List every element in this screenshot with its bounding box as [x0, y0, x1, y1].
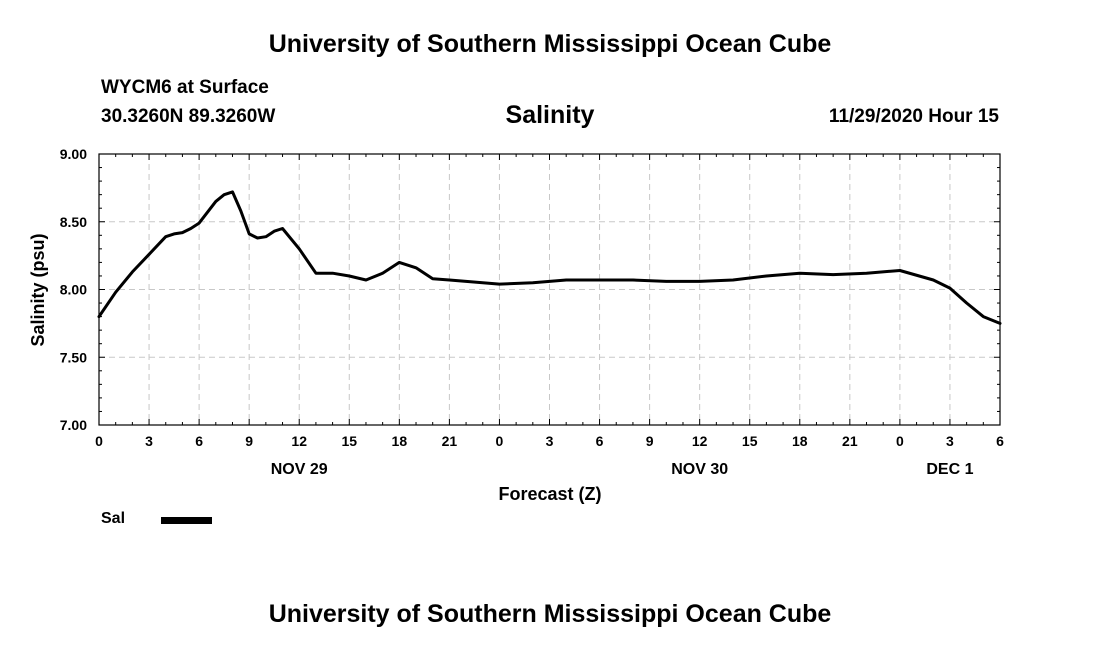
x-tick-label: 9 — [646, 433, 654, 449]
x-tick-label: 0 — [896, 433, 904, 449]
footer-title: University of Southern Mississippi Ocean… — [268, 600, 832, 628]
x-tick-label: 6 — [195, 433, 203, 449]
y-axis-label: Salinity (psu) — [28, 233, 48, 346]
x-tick-label: 3 — [546, 433, 554, 449]
x-tick-label: 6 — [596, 433, 604, 449]
x-tick-label: 18 — [392, 433, 408, 449]
x-tick-label: 3 — [145, 433, 153, 449]
y-tick-label: 8.00 — [60, 282, 87, 298]
date-label: NOV 29 — [271, 461, 328, 478]
station-label: WYCM6 at Surface — [101, 77, 269, 98]
y-tick-label: 9.00 — [60, 146, 87, 162]
x-tick-label: 9 — [245, 433, 253, 449]
x-tick-label: 18 — [792, 433, 808, 449]
date-label: NOV 30 — [671, 461, 728, 478]
grid — [99, 154, 1000, 425]
x-tick-label: 3 — [946, 433, 954, 449]
x-tick-label: 0 — [496, 433, 504, 449]
axis-ticks: 0 3 6 9 12 15 18 21 0 3 6 9 12 15 18 21 0 3 6 7.00 7.50 8.00 8… — [60, 146, 1004, 478]
date-label: DEC 1 — [926, 461, 973, 478]
x-tick-label: 6 — [996, 433, 1004, 449]
x-tick-label: 21 — [442, 433, 458, 449]
x-tick-label: 15 — [341, 433, 357, 449]
x-tick-label: 0 — [95, 433, 103, 449]
y-tick-label: 8.50 — [60, 214, 87, 230]
x-tick-label: 12 — [291, 433, 307, 449]
y-tick-label: 7.50 — [60, 349, 87, 365]
x-tick-label: 12 — [692, 433, 708, 449]
x-axis-label: Forecast (Z) — [498, 484, 601, 504]
series-line-sal — [97, 190, 1002, 325]
coordinates-label: 30.3260N 89.3260W — [101, 106, 276, 127]
x-tick-label: 21 — [842, 433, 858, 449]
legend-label: Sal — [101, 510, 126, 527]
forecast-datetime: 11/29/2020 Hour 15 — [828, 106, 999, 127]
x-tick-label: 15 — [742, 433, 758, 449]
chart-title: Salinity — [505, 101, 595, 129]
page-title: University of Southern Mississippi Ocean… — [268, 30, 832, 58]
legend-swatch — [161, 517, 212, 524]
y-tick-label: 7.00 — [60, 417, 87, 433]
